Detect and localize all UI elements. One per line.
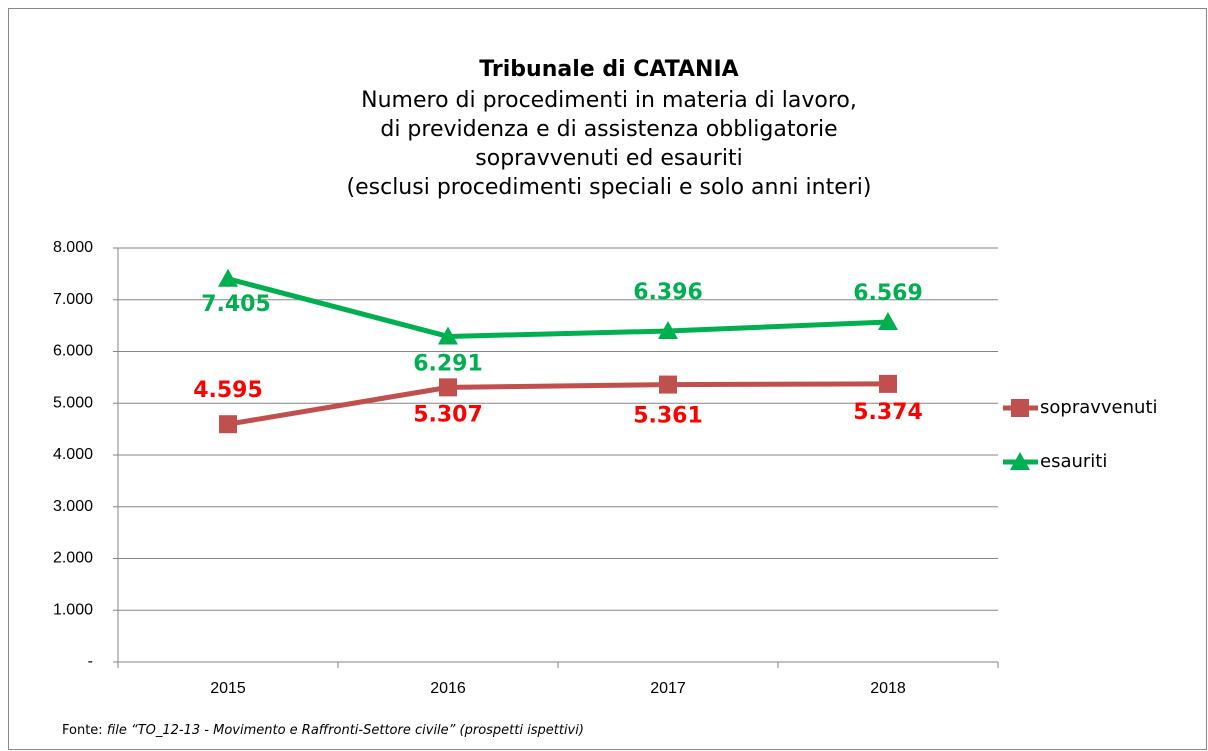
- point-marker: [878, 312, 898, 331]
- point-marker: [219, 415, 237, 434]
- data-label: 6.291: [413, 351, 483, 376]
- point-marker: [879, 374, 897, 393]
- chart-frame: [8, 8, 1207, 750]
- y-tick-label: 5.000: [53, 394, 93, 411]
- data-label: 5.307: [413, 402, 483, 427]
- y-tick-label: 7.000: [53, 291, 93, 308]
- chart-subtitle: (esclusi procedimenti speciali e solo an…: [347, 175, 872, 200]
- x-tick-label: 2016: [430, 680, 466, 697]
- source-label: Fonte:: [62, 723, 103, 738]
- legend-marker: [1010, 452, 1030, 470]
- data-label: 5.361: [633, 404, 703, 429]
- chart-subtitle: sopravvenuti ed esauriti: [475, 146, 742, 171]
- chart-subtitle: di previdenza e di assistenza obbligator…: [380, 117, 837, 142]
- x-tick-label: 2018: [870, 680, 906, 697]
- data-label: 6.396: [633, 280, 703, 305]
- legend-label: sopravvenuti: [1040, 397, 1158, 418]
- point-marker: [438, 326, 458, 345]
- point-marker: [218, 268, 238, 287]
- source-text: file “TO_12-13 - Movimento e Raffronti-S…: [107, 723, 584, 738]
- chart-title: Tribunale di CATANIA: [479, 57, 738, 82]
- legend-marker: [1011, 399, 1029, 417]
- x-tick-label: 2017: [650, 680, 686, 697]
- source: Fonte: file “TO_12-13 - Movimento e Raff…: [62, 723, 584, 738]
- y-tick-label: 6.000: [53, 343, 93, 360]
- y-tick-label: 4.000: [53, 446, 93, 463]
- point-marker: [659, 375, 677, 394]
- data-label: 4.595: [193, 378, 263, 403]
- chart-subtitle: Numero di procedimenti in materia di lav…: [361, 88, 857, 113]
- series-line: [227, 381, 889, 427]
- data-label: 6.569: [853, 281, 923, 306]
- y-tick-label: -: [88, 653, 93, 670]
- y-tick-label: 2.000: [53, 550, 93, 567]
- data-label: 7.405: [201, 292, 271, 317]
- legend-label: esauriti: [1040, 451, 1107, 472]
- data-label: 5.374: [853, 400, 923, 425]
- x-tick-label: 2015: [210, 680, 246, 697]
- y-tick-label: 3.000: [53, 498, 93, 515]
- series-line: [227, 276, 889, 339]
- y-tick-label: 1.000: [53, 601, 93, 618]
- point-marker: [439, 378, 457, 397]
- point-marker: [658, 321, 678, 340]
- y-tick-label: 8.000: [53, 239, 93, 256]
